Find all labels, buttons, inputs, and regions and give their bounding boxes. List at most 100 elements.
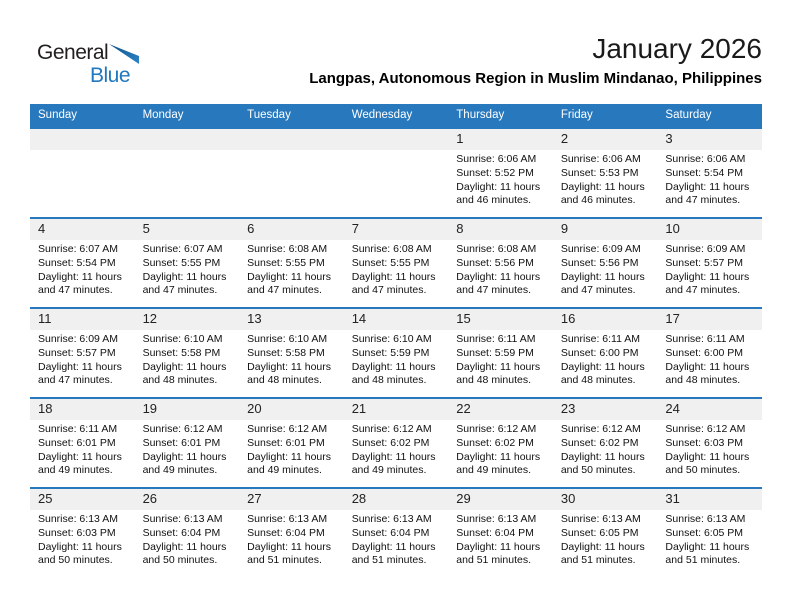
day-number: 8 — [448, 219, 553, 240]
day-details: Sunrise: 6:13 AM Sunset: 6:05 PM Daylight:… — [553, 510, 658, 568]
sunset-line: Sunset: 6:01 PM — [142, 436, 221, 449]
daylight-line-2: and 48 minutes. — [665, 374, 741, 387]
day-number: 18 — [30, 399, 135, 420]
daylight-line-1: Daylight: 11 hours — [456, 180, 541, 193]
sunset-line: Sunset: 6:04 PM — [247, 526, 325, 539]
weekday-header-row: Sunday Monday Tuesday Wednesday Thursday… — [30, 104, 762, 127]
day-cell: 9 Sunrise: 6:09 AM Sunset: 5:56 PM Daylight… — [552, 219, 658, 307]
sunset-line: Sunset: 5:58 PM — [142, 346, 221, 359]
daylight-line-1: Daylight: 11 hours — [560, 540, 645, 553]
sunrise-line: Sunrise: 6:07 AM — [142, 243, 223, 255]
daylight-line-1: Daylight: 11 hours — [665, 450, 750, 463]
daylight-line-1: Daylight: 11 hours — [560, 270, 645, 283]
daylight-line-1: Daylight: 11 hours — [665, 360, 750, 373]
daylight-line-1: Daylight: 11 hours — [665, 180, 750, 193]
day-details: Sunrise: 6:11 AM Sunset: 6:00 PM Daylight:… — [657, 330, 762, 388]
day-details: Sunrise: 6:12 AM Sunset: 6:01 PM Daylight:… — [135, 420, 240, 478]
sunset-line: Sunset: 6:02 PM — [456, 436, 534, 449]
daylight-line-2: and 49 minutes. — [247, 464, 322, 477]
day-details: Sunrise: 6:11 AM Sunset: 6:01 PM Daylight:… — [30, 420, 135, 478]
day-number: 14 — [343, 309, 449, 330]
day-number: 24 — [657, 399, 762, 420]
day-cell: 6 Sunrise: 6:08 AM Sunset: 5:55 PM Daylight… — [239, 219, 344, 307]
sunrise-line: Sunrise: 6:13 AM — [456, 513, 537, 525]
title-block: January 2026 Langpas, Autonomous Region … — [309, 33, 762, 87]
daylight-line-2: and 51 minutes. — [560, 554, 636, 567]
day-number — [30, 129, 135, 150]
day-number: 19 — [134, 399, 240, 420]
daylight-line-1: Daylight: 11 hours — [560, 360, 645, 373]
sunrise-line: Sunrise: 6:08 AM — [351, 243, 432, 255]
day-cell: 16 Sunrise: 6:11 AM Sunset: 6:00 PM Dayligh… — [552, 309, 658, 397]
weekday-header-saturday: Saturday — [665, 109, 712, 121]
sunset-line: Sunset: 6:01 PM — [38, 436, 116, 449]
day-details: Sunrise: 6:09 AM Sunset: 5:56 PM Daylight:… — [553, 240, 658, 298]
daylight-line-1: Daylight: 11 hours — [247, 540, 331, 553]
sunset-line: Sunset: 5:57 PM — [38, 346, 116, 359]
week-row: 11 Sunrise: 6:09 AM Sunset: 5:57 PM Dayligh… — [30, 307, 762, 397]
sunset-line: Sunset: 6:04 PM — [351, 526, 430, 539]
daylight-line-2: and 48 minutes. — [142, 374, 218, 387]
calendar-table: Sunday Monday Tuesday Wednesday Thursday… — [30, 104, 762, 577]
sunrise-line: Sunrise: 6:10 AM — [142, 333, 223, 345]
day-cell: 12 Sunrise: 6:10 AM Sunset: 5:58 PM Dayligh… — [134, 309, 240, 397]
daylight-line-2: and 47 minutes. — [665, 284, 741, 297]
day-cell: 29 Sunrise: 6:13 AM Sunset: 6:04 PM Dayligh… — [448, 489, 553, 577]
day-number: 25 — [30, 489, 135, 510]
day-number: 10 — [657, 219, 762, 240]
daylight-line-2: and 47 minutes. — [560, 284, 636, 297]
day-cell: 11 Sunrise: 6:09 AM Sunset: 5:57 PM Dayligh… — [30, 309, 135, 397]
sunset-line: Sunset: 5:54 PM — [665, 166, 744, 179]
day-details: Sunrise: 6:12 AM Sunset: 6:02 PM Daylight:… — [448, 420, 553, 478]
sunset-line: Sunset: 5:58 PM — [247, 346, 325, 359]
daylight-line-1: Daylight: 11 hours — [142, 270, 227, 283]
sunrise-line: Sunrise: 6:13 AM — [665, 513, 746, 525]
day-number: 16 — [552, 309, 658, 330]
sunset-line: Sunset: 5:55 PM — [142, 256, 221, 269]
daylight-line-1: Daylight: 11 hours — [247, 270, 331, 283]
logo-text-general: General — [37, 41, 109, 64]
daylight-line-2: and 47 minutes. — [351, 284, 427, 297]
daylight-line-1: Daylight: 11 hours — [38, 540, 122, 553]
daylight-line-2: and 51 minutes. — [351, 554, 427, 567]
sunrise-line: Sunrise: 6:11 AM — [665, 333, 745, 345]
day-cell: 7 Sunrise: 6:08 AM Sunset: 5:55 PM Daylight… — [343, 219, 449, 307]
sunrise-line: Sunrise: 6:12 AM — [247, 423, 328, 435]
day-cell: 25 Sunrise: 6:13 AM Sunset: 6:03 PM Dayligh… — [30, 489, 135, 577]
sunset-line: Sunset: 6:00 PM — [560, 346, 639, 359]
sunset-line: Sunset: 6:05 PM — [665, 526, 744, 539]
day-number: 1 — [448, 129, 553, 150]
day-number: 2 — [552, 129, 658, 150]
sunrise-line: Sunrise: 6:12 AM — [142, 423, 223, 435]
daylight-line-1: Daylight: 11 hours — [351, 450, 436, 463]
day-cell: 13 Sunrise: 6:10 AM Sunset: 5:58 PM Dayligh… — [239, 309, 344, 397]
sunset-line: Sunset: 6:04 PM — [456, 526, 534, 539]
sunset-line: Sunset: 6:02 PM — [560, 436, 639, 449]
daylight-line-2: and 47 minutes. — [38, 374, 113, 387]
daylight-line-2: and 50 minutes. — [142, 554, 218, 567]
day-details: Sunrise: 6:11 AM Sunset: 6:00 PM Daylight:… — [553, 330, 658, 388]
day-details: Sunrise: 6:09 AM Sunset: 5:57 PM Daylight:… — [657, 240, 762, 298]
daylight-line-1: Daylight: 11 hours — [247, 450, 331, 463]
weekday-header-monday: Monday — [142, 109, 184, 121]
location-subtitle: Langpas, Autonomous Region in Muslim Min… — [309, 70, 762, 87]
sunrise-line: Sunrise: 6:09 AM — [38, 333, 118, 345]
daylight-line-2: and 48 minutes. — [247, 374, 322, 387]
weeks-container: 1 Sunrise: 6:06 AM Sunset: 5:52 PM Daylight… — [30, 127, 762, 577]
day-details: Sunrise: 6:07 AM Sunset: 5:54 PM Daylight:… — [30, 240, 135, 298]
day-number: 9 — [552, 219, 658, 240]
sunrise-line: Sunrise: 6:11 AM — [38, 423, 118, 435]
sunrise-line: Sunrise: 6:10 AM — [351, 333, 432, 345]
daylight-line-1: Daylight: 11 hours — [142, 360, 227, 373]
daylight-line-2: and 50 minutes. — [665, 464, 741, 477]
day-number: 3 — [657, 129, 762, 150]
day-details: Sunrise: 6:12 AM Sunset: 6:02 PM Daylight:… — [344, 420, 449, 478]
day-number: 30 — [552, 489, 658, 510]
day-number: 13 — [239, 309, 344, 330]
daylight-line-1: Daylight: 11 hours — [456, 450, 541, 463]
sunset-line: Sunset: 5:59 PM — [456, 346, 534, 359]
day-number — [239, 129, 344, 150]
day-cell: 15 Sunrise: 6:11 AM Sunset: 5:59 PM Dayligh… — [448, 309, 553, 397]
daylight-line-1: Daylight: 11 hours — [456, 360, 541, 373]
page-title: January 2026 — [592, 33, 762, 64]
